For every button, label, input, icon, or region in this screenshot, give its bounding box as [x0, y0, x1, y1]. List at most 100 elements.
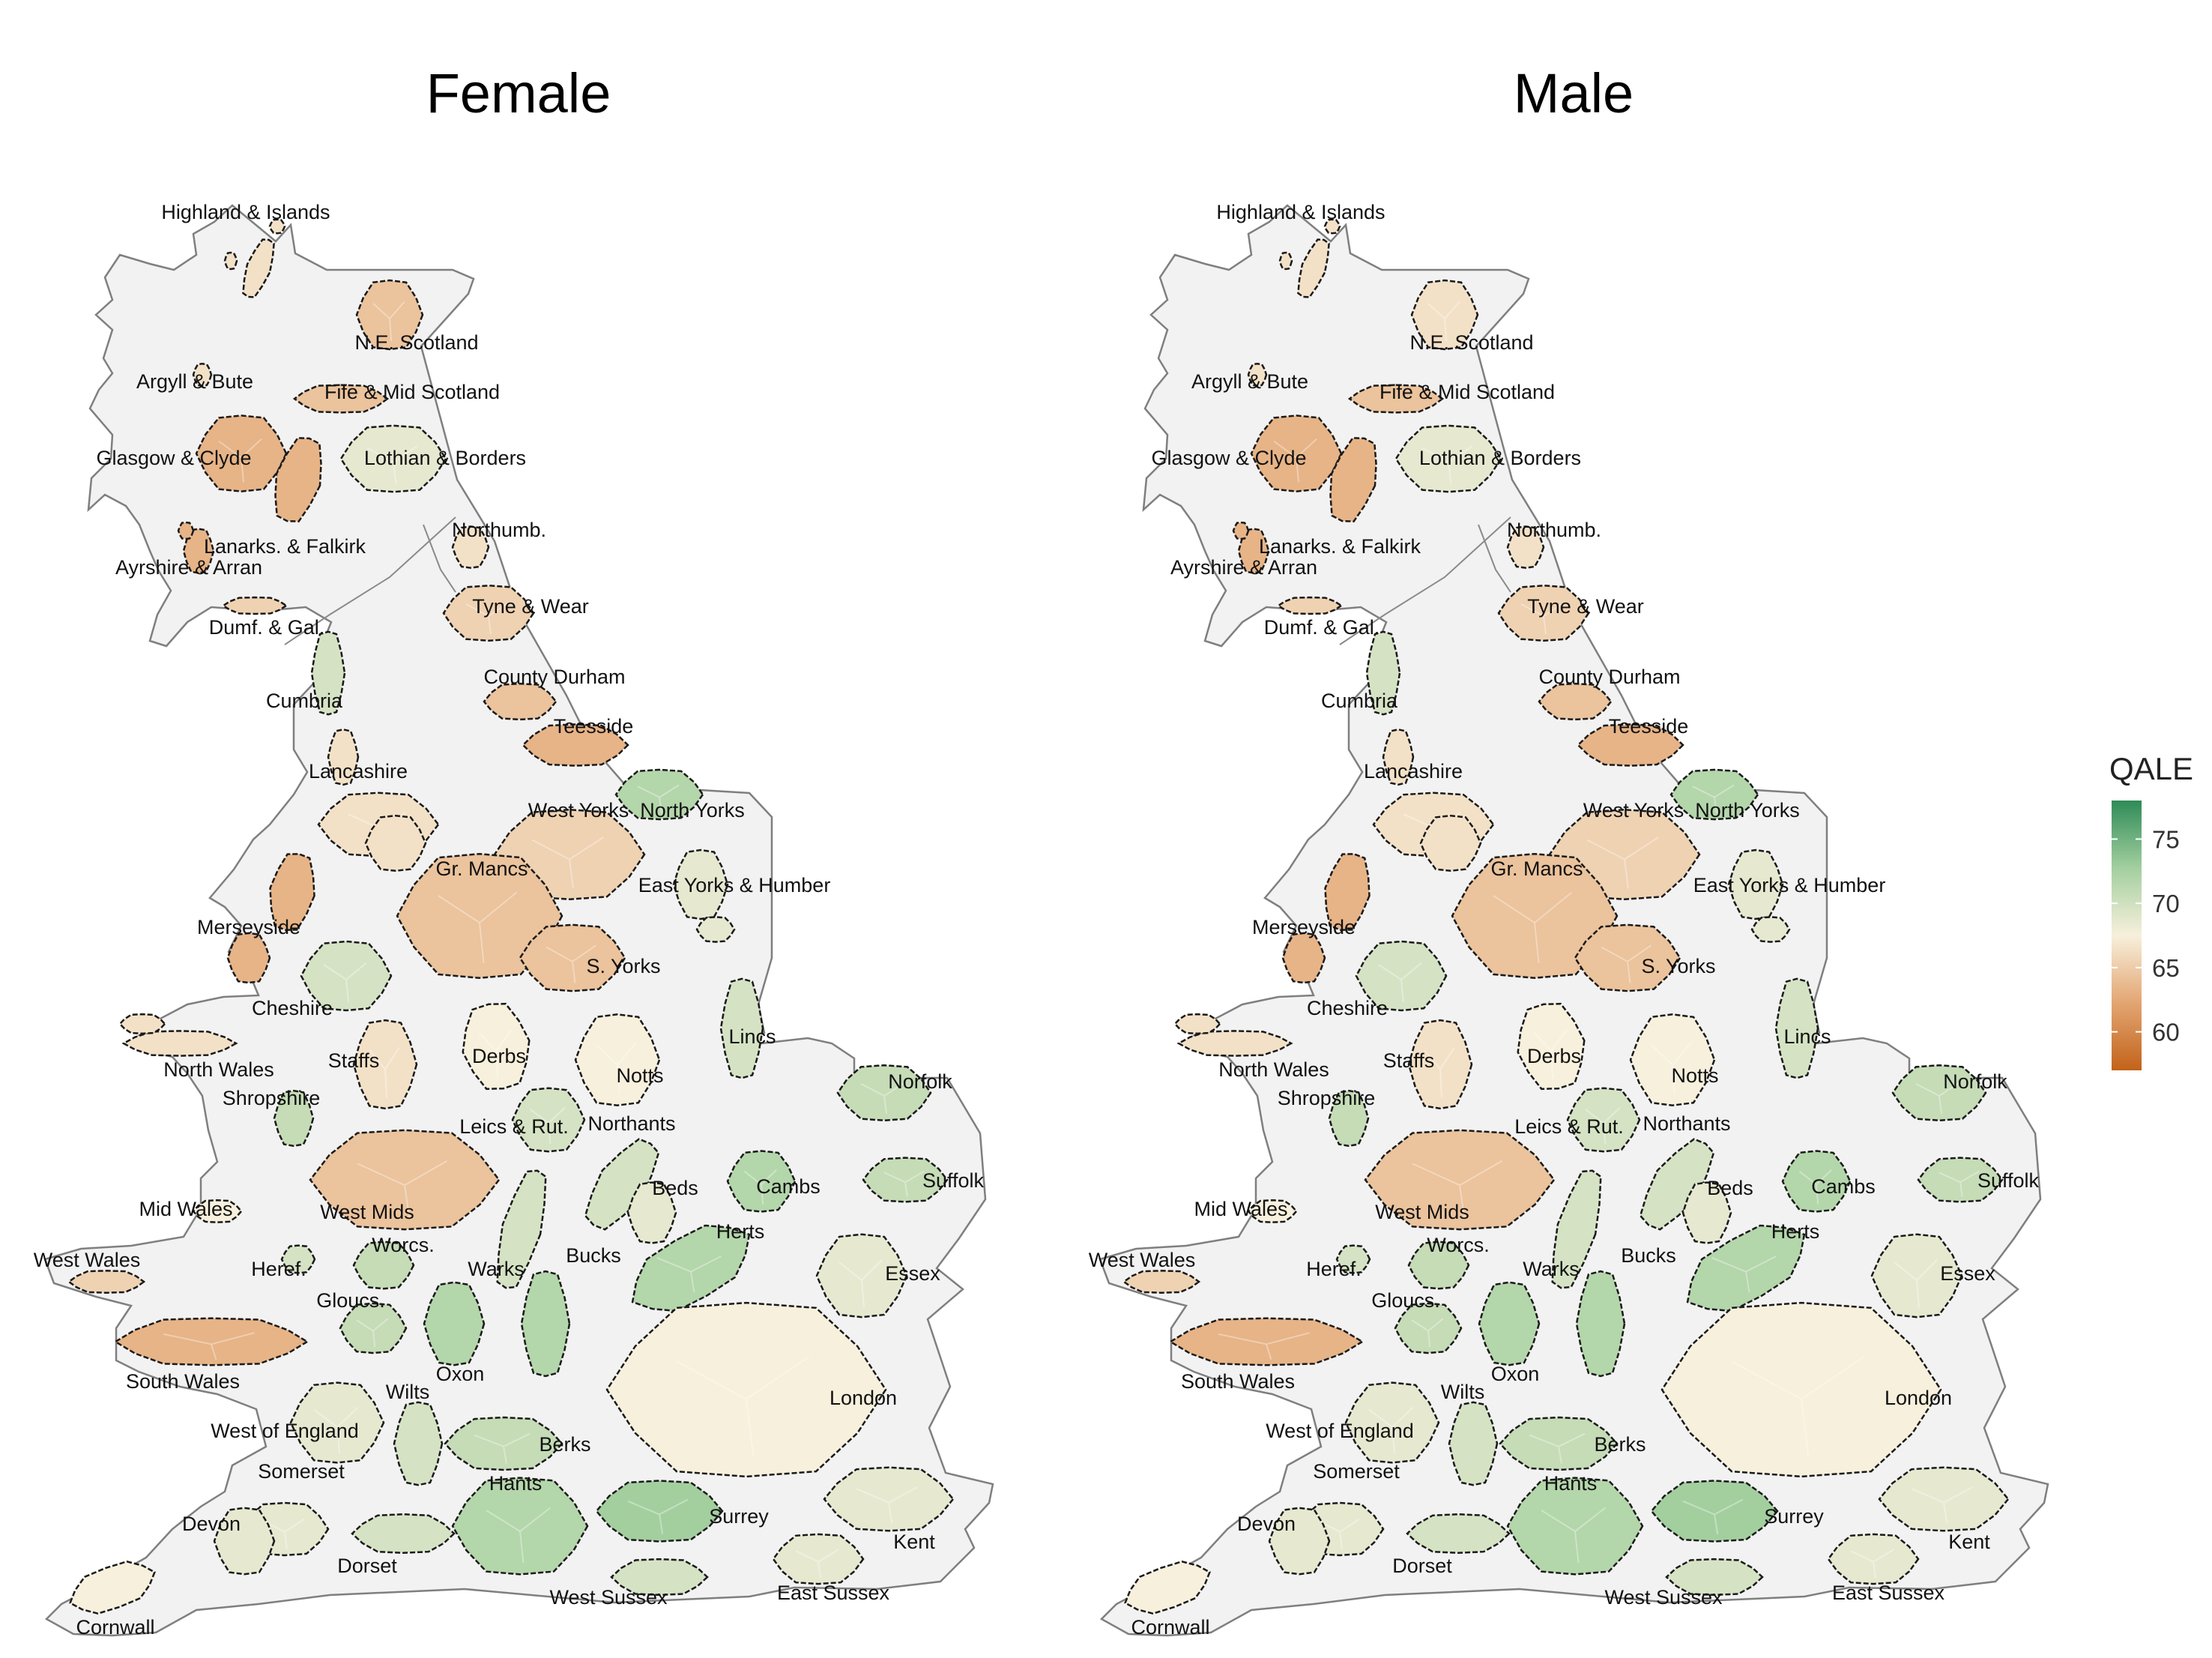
region-leics-rut-area — [1566, 1087, 1641, 1153]
region-beds-area — [626, 1181, 677, 1244]
region-leics-rut-texture — [530, 1107, 566, 1145]
region-label-heref: Heref. — [251, 1258, 306, 1280]
region-derbs-texture — [478, 1029, 513, 1079]
region-label-fife-mid-scotland: Fife & Mid Scotland — [1380, 381, 1555, 403]
region-label-east-yorks-humber: East Yorks & Humber — [638, 874, 831, 896]
region-label-devon: Devon — [182, 1513, 241, 1535]
region-label-lanarks-falkirk: Lanarks. & Falkirk — [204, 535, 366, 558]
region-gr-mancs-texture — [438, 891, 518, 964]
region-notts-texture — [1651, 1042, 1692, 1095]
region-surrey-area — [595, 1480, 724, 1543]
region-hants-texture — [1541, 1507, 1607, 1564]
region-label-dorset: Dorset — [337, 1555, 397, 1577]
region-label-northants: Northants — [1643, 1112, 1730, 1135]
region-leics-rut-area — [511, 1087, 586, 1153]
region-west-of-england-area — [1344, 1381, 1440, 1464]
region-label-gr-mancs: Gr. Mancs — [435, 857, 528, 880]
region-n-e-scotland-area — [1410, 279, 1479, 351]
region-notts-area — [1629, 1013, 1716, 1106]
region-kent-texture — [856, 1486, 919, 1524]
region-hants-area — [451, 1477, 589, 1576]
region-west-wales-area — [1122, 1270, 1201, 1294]
region-label-lancashire: Lancashire — [1364, 760, 1463, 783]
region-lincs-area — [719, 977, 764, 1079]
legend-tick-label: 60 — [2152, 1019, 2180, 1046]
region-glasgow-clyde-texture — [218, 438, 262, 483]
region-label-herts: Herts — [1771, 1220, 1820, 1243]
region-label-s-yorks: S. Yorks — [586, 955, 660, 977]
region-label-s-yorks: S. Yorks — [1641, 955, 1715, 977]
region-label-worcs: Worcs. — [372, 1234, 435, 1256]
region-east-sussex-texture — [1850, 1549, 1894, 1579]
region-label-dorset: Dorset — [1392, 1555, 1452, 1577]
region-label-fife-mid-scotland: Fife & Mid Scotland — [324, 381, 500, 403]
region-herts-texture — [656, 1255, 722, 1293]
region-wilts-area — [1448, 1401, 1499, 1486]
region-label-lincs: Lincs — [728, 1025, 776, 1048]
region-essex-area — [815, 1233, 908, 1318]
region-label-london: London — [830, 1387, 897, 1409]
region-staffs-texture — [1424, 1047, 1455, 1098]
region-label-hants: Hants — [1544, 1472, 1598, 1495]
region-essex-texture — [838, 1259, 883, 1308]
region-label-mid-wales: Mid Wales — [1194, 1198, 1287, 1220]
region-label-glasgow-clyde: Glasgow & Clyde — [1151, 447, 1306, 469]
region-east-sussex-area — [772, 1533, 865, 1585]
region-label-west-sussex: West Sussex — [1604, 1586, 1723, 1609]
region-lanarks-falkirk-area — [1237, 528, 1270, 574]
region-label-merseyside: Merseyside — [197, 916, 300, 938]
region-staffs-texture — [369, 1047, 400, 1098]
region-county-durham-area — [483, 682, 557, 721]
region-cambs-texture — [1798, 1169, 1832, 1205]
region-label-north-wales: North Wales — [163, 1058, 274, 1081]
region-dumf-gal-area — [221, 596, 288, 615]
region-east-yorks-humber-area — [1727, 848, 1784, 920]
region-west-sussex-area — [1665, 1558, 1764, 1597]
region-label-lothian-borders: Lothian & Borders — [1419, 447, 1581, 469]
region-label-wilts: Wilts — [1441, 1381, 1484, 1403]
region-north-yorks-texture — [637, 784, 680, 814]
region-cornwall-area — [69, 1561, 156, 1615]
colorbar-legend: QALE 75 70 65 60 — [2109, 751, 2193, 1070]
region-label-gloucs: Gloucs. — [316, 1289, 385, 1312]
region-label-north-wales: North Wales — [1218, 1058, 1329, 1081]
region-label-west-wales: West Wales — [34, 1249, 141, 1271]
region-cambs-texture — [743, 1169, 777, 1205]
region-suffolk-texture — [1938, 1170, 1980, 1197]
region-label-derbs: Derbs — [472, 1045, 526, 1067]
region-lancashire-area — [327, 728, 360, 786]
region-label-essex: Essex — [885, 1262, 940, 1285]
region-county-durham-area — [1538, 682, 1613, 721]
region-cambs-area — [1781, 1150, 1852, 1213]
region-north-wales-area — [121, 1030, 238, 1057]
region-east-yorks-humber-area — [695, 916, 736, 943]
region-bucks-area — [1575, 1270, 1626, 1378]
region-south-wales-area — [1168, 1317, 1365, 1366]
region-label-north-yorks: North Yorks — [640, 799, 745, 822]
region-label-west-mids: West Mids — [320, 1201, 414, 1223]
region-label-lothian-borders: Lothian & Borders — [364, 447, 526, 469]
region-label-bucks: Bucks — [1621, 1244, 1676, 1267]
region-label-beds: Beds — [652, 1177, 698, 1199]
region-label-teesside: Teesside — [554, 715, 634, 738]
region-s-yorks-area — [1574, 923, 1681, 992]
region-herts-area — [631, 1224, 751, 1312]
region-wilts-area — [393, 1401, 444, 1486]
region-label-lincs: Lincs — [1783, 1025, 1831, 1048]
country-border — [1339, 516, 1511, 645]
region-west-sussex-area — [610, 1558, 709, 1597]
region-shropshire-area — [1328, 1089, 1370, 1148]
region-west-mids-area — [309, 1129, 501, 1231]
region-lancashire-area — [364, 814, 427, 872]
region-label-cornwall: Cornwall — [76, 1616, 154, 1639]
region-herts-area — [1686, 1224, 1806, 1312]
region-label-east-sussex: East Sussex — [1832, 1582, 1945, 1604]
region-north-wales-area — [1176, 1030, 1293, 1057]
region-cheshire-texture — [323, 962, 367, 1003]
region-london-area — [605, 1301, 887, 1478]
map-panel-male: Highland & Islands N.E. Scotland Argyll & … — [1089, 201, 2049, 1639]
region-label-leics-rut: Leics & Rut. — [459, 1115, 569, 1138]
region-west-of-england-texture — [313, 1406, 359, 1453]
region-label-warks: Warks — [468, 1258, 525, 1280]
